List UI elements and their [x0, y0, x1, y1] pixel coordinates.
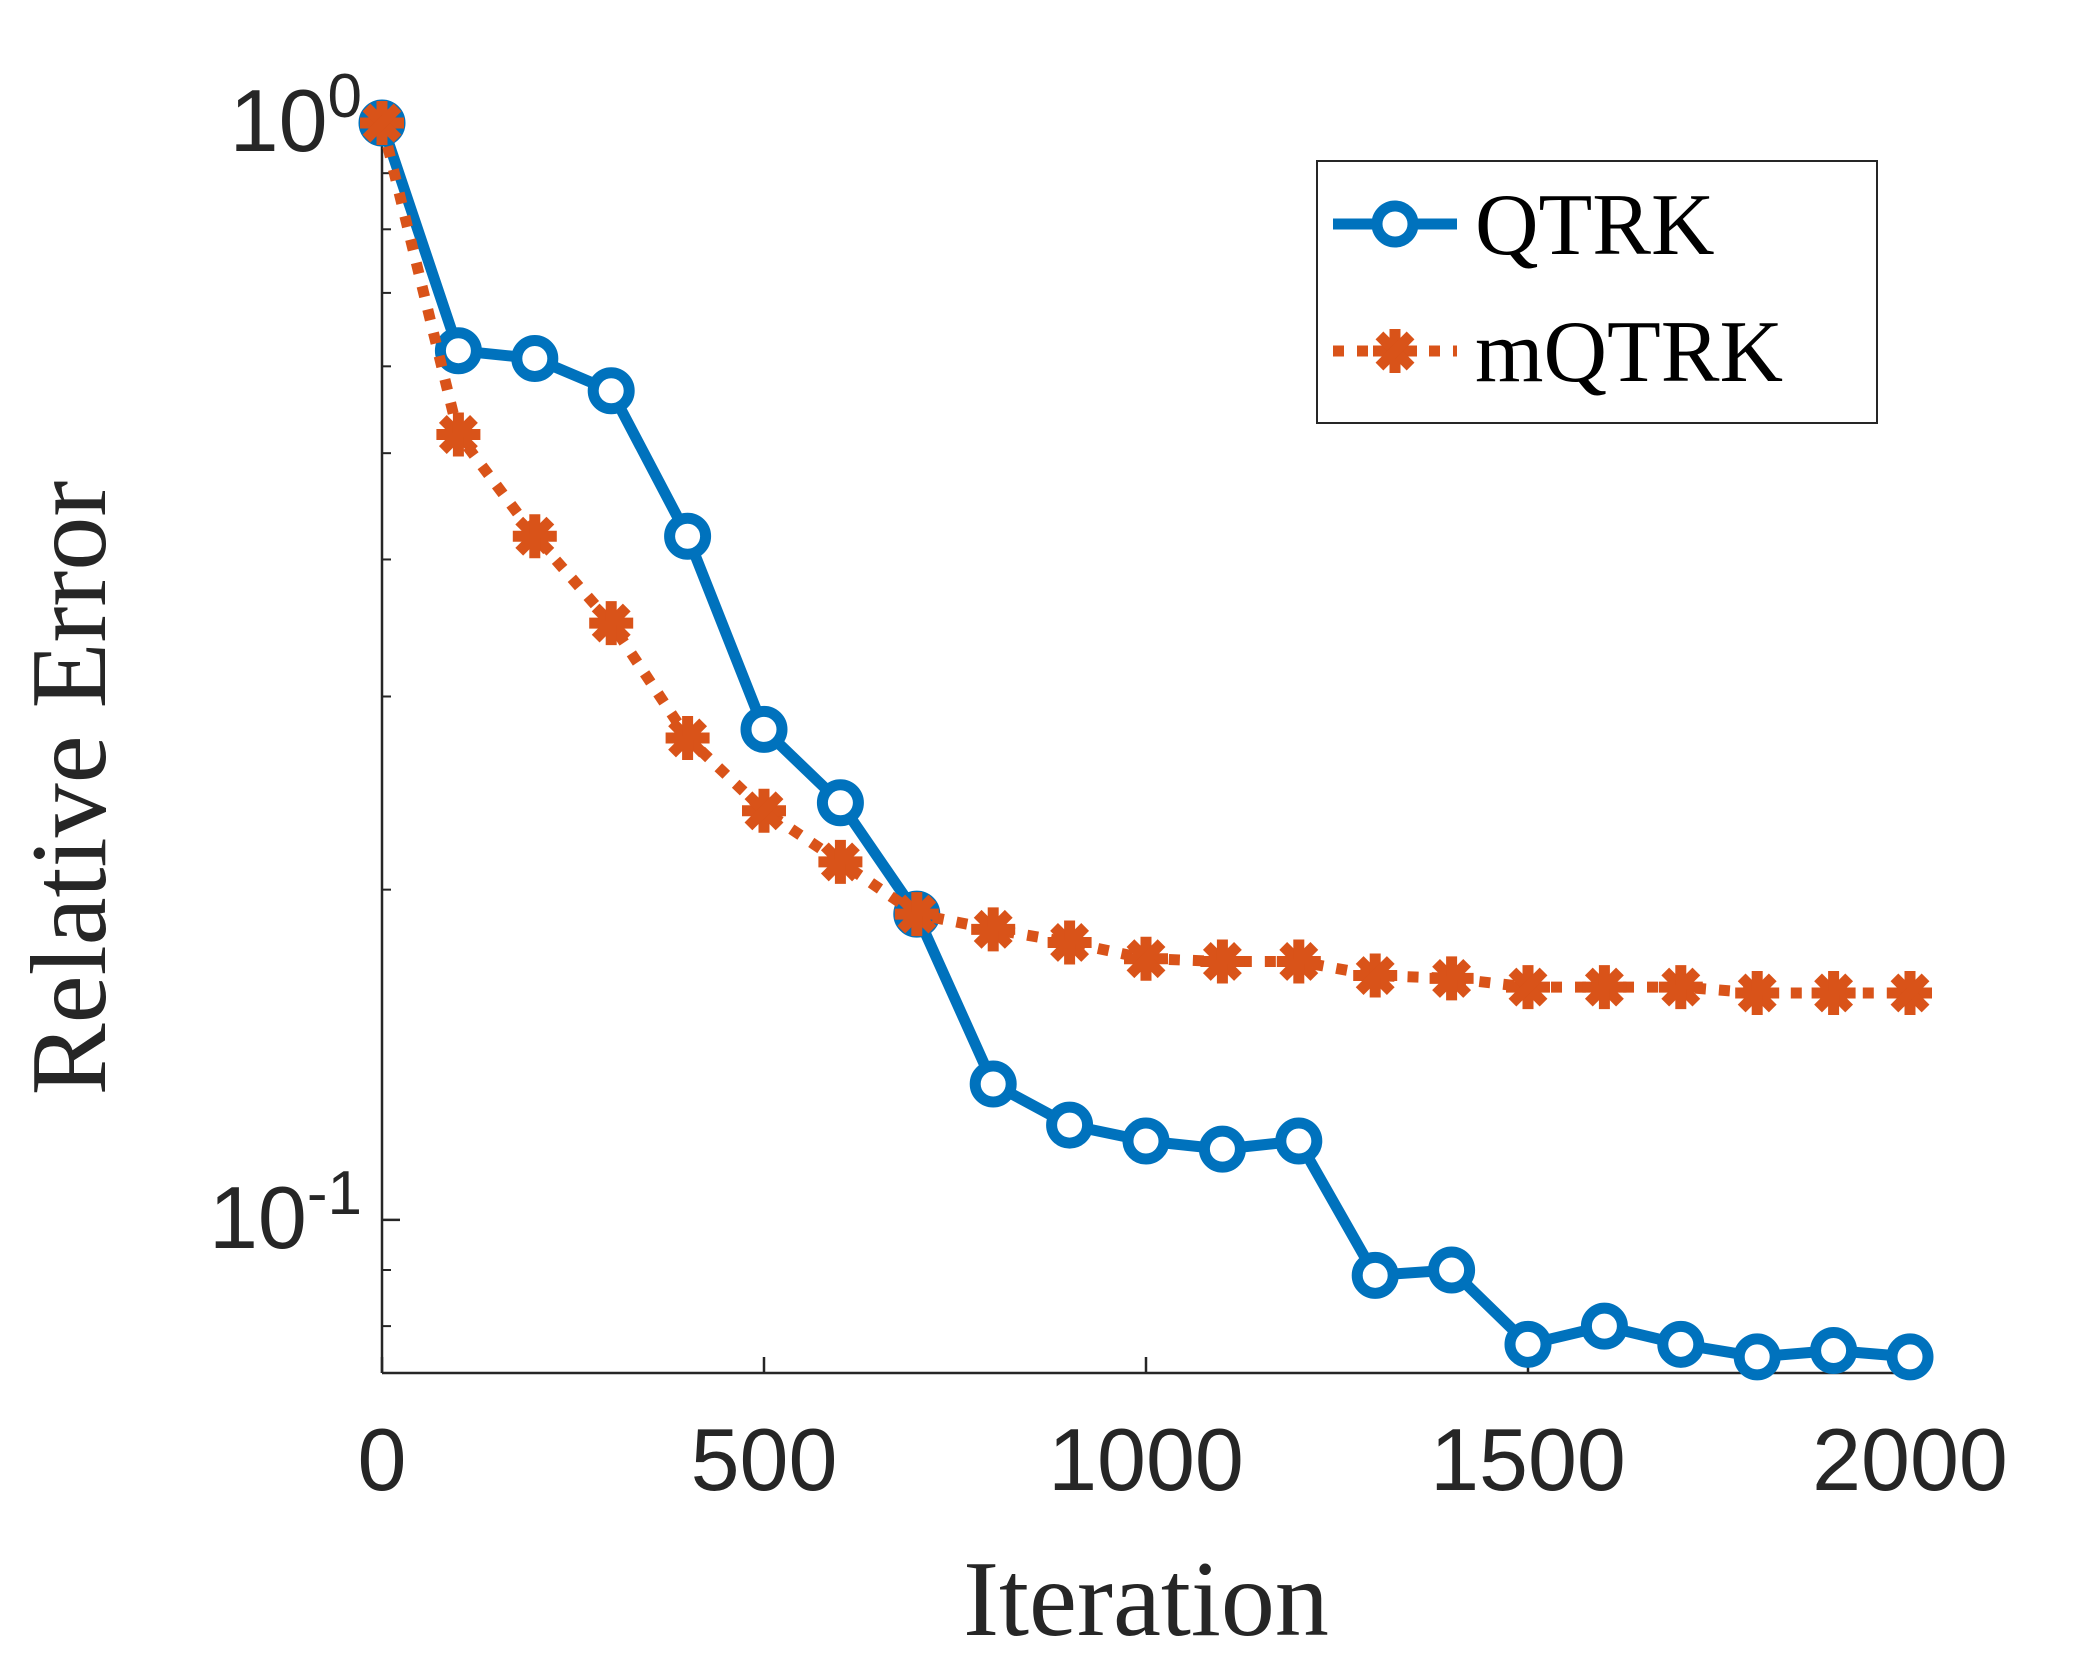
legend-label-qtrk: QTRK — [1475, 177, 1715, 274]
data-point-mqtrk — [1429, 956, 1474, 1001]
data-point-mqtrk — [1124, 936, 1168, 981]
data-point-mqtrk — [1047, 920, 1092, 965]
x-tick-label: 500 — [691, 1410, 838, 1509]
data-point-mqtrk — [1582, 965, 1627, 1010]
data-point-qtrk — [1886, 1333, 1934, 1381]
data-point-mqtrk — [436, 412, 481, 457]
data-point-qtrk — [1810, 1327, 1858, 1375]
data-point-qtrk — [740, 705, 788, 753]
data-point-qtrk — [816, 779, 864, 827]
data-point-qtrk — [1733, 1333, 1781, 1381]
data-point-mqtrk — [1735, 970, 1780, 1015]
data-point-mqtrk — [742, 788, 786, 833]
legend-marker — [1371, 200, 1419, 248]
y-ticks: 100 10-1 — [209, 62, 400, 1328]
legend-box — [1316, 160, 1878, 424]
data-point-qtrk — [1122, 1117, 1170, 1165]
data-point-qtrk — [969, 1060, 1017, 1108]
x-tick-label: 1000 — [1048, 1410, 1244, 1509]
data-point-qtrk — [1580, 1302, 1628, 1350]
data-point-qtrk — [1657, 1320, 1705, 1368]
x-tick-label: 2000 — [1812, 1410, 2008, 1509]
data-point-qtrk — [511, 334, 559, 382]
data-point-qtrk — [434, 327, 482, 375]
data-point-mqtrk — [1276, 939, 1321, 984]
y-tick-label: 100 — [230, 62, 362, 170]
series-layer — [358, 99, 1934, 1381]
data-point-mqtrk — [894, 892, 939, 937]
data-point-qtrk — [1428, 1246, 1476, 1294]
legend-sample-qtrk — [1333, 200, 1457, 248]
x-tick-label: 1500 — [1430, 1410, 1626, 1509]
data-point-mqtrk — [1506, 965, 1550, 1010]
data-point-mqtrk — [512, 514, 557, 559]
data-point-qtrk — [1198, 1125, 1246, 1173]
legend-sample-mqtrk — [1333, 329, 1457, 373]
data-point-mqtrk — [971, 907, 1016, 952]
legend-label-mqtrk: mQTRK — [1475, 304, 1783, 401]
data-point-qtrk — [1351, 1251, 1399, 1299]
data-point-mqtrk — [665, 715, 710, 760]
data-point-qtrk — [587, 367, 635, 415]
data-point-mqtrk — [818, 839, 863, 884]
x-tick-label: 0 — [358, 1410, 407, 1509]
legend-marker — [1373, 329, 1417, 373]
data-point-mqtrk — [1888, 970, 1932, 1015]
data-point-qtrk — [1275, 1117, 1323, 1165]
x-axis-title: Iteration — [963, 1540, 1329, 1659]
data-point-mqtrk — [360, 101, 404, 145]
data-point-mqtrk — [1200, 939, 1245, 984]
y-tick-label: 10-1 — [209, 1159, 362, 1267]
x-ticks: 0 500 1000 1500 2000 — [358, 1357, 2008, 1509]
data-point-mqtrk — [1811, 970, 1856, 1015]
data-point-qtrk — [1504, 1320, 1552, 1368]
data-point-mqtrk — [589, 601, 634, 646]
data-point-qtrk — [664, 512, 712, 560]
data-point-qtrk — [1046, 1101, 1094, 1149]
y-axis-title: Relative Error — [10, 481, 129, 1096]
data-point-mqtrk — [1658, 965, 1703, 1010]
legend: QTRK mQTRK — [1316, 160, 1878, 424]
data-point-mqtrk — [1353, 953, 1398, 998]
